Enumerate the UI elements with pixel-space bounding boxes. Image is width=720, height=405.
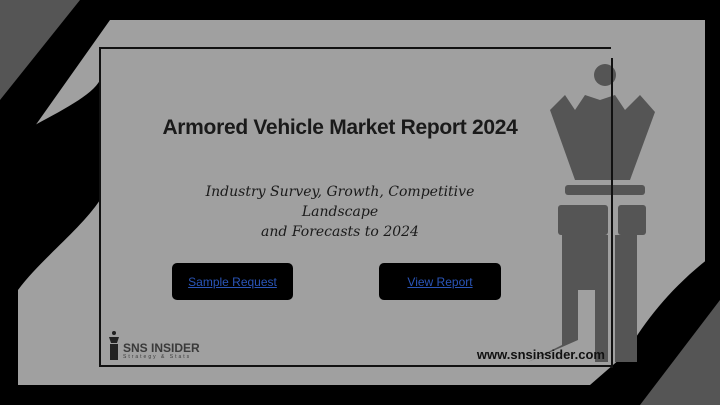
view-report-button[interactable]: View Report [379,263,501,300]
subtitle-line: Industry Survey, Growth, Competitive [205,184,475,200]
subtitle-line: Landscape [301,204,379,220]
frame-right-edge [611,58,613,368]
chess-rook-icon [528,64,655,362]
subtitle-line: and Forecasts to 2024 [261,224,419,240]
page-title: Armored Vehicle Market Report 2024 [162,116,518,139]
corner-triangle-bottom [640,300,720,405]
right-curve [600,250,720,405]
chess-rook-icon [109,331,119,360]
sample-request-button[interactable]: Sample Request [172,263,293,300]
subtitle: Industry Survey, Growth, Competitive Lan… [160,182,520,242]
logo-name: SNS INSIDER [123,341,200,355]
logo-tagline: Strategy & Stats [123,354,192,360]
content-frame [99,47,611,367]
sns-insider-logo: SNS INSIDER Strategy & Stats [108,330,200,360]
website-url[interactable]: www.snsinsider.com [476,347,605,362]
corner-triangle [0,0,80,100]
left-curve [0,80,100,385]
